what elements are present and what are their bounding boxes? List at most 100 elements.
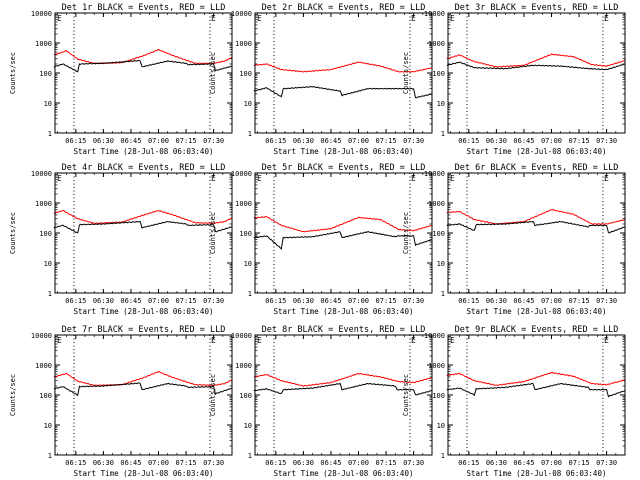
y-tick-label: 100	[39, 392, 52, 400]
y-tick-label: 1	[441, 290, 445, 298]
x-tick-label: 07:30	[203, 297, 224, 305]
x-tick-label: 06:30	[486, 137, 507, 145]
x-axis-label: Start Time (28-Jul-08 06:03:40)	[74, 307, 214, 316]
y-tick-label: 100	[239, 230, 252, 238]
lld-series-line	[53, 370, 233, 387]
y-tick-label: 1000	[35, 362, 52, 370]
y-tick-label: 10000	[31, 332, 52, 340]
plot-frame	[254, 12, 433, 134]
x-tick-label: 06:30	[293, 459, 314, 467]
y-axis-label: Counts/sec	[9, 52, 17, 94]
panel-title: Det 7r BLACK = Events, RED = LLD	[62, 325, 226, 335]
y-tick-label: 10	[437, 100, 445, 108]
events-series-line	[53, 382, 233, 397]
x-tick-label: 07:00	[348, 137, 369, 145]
x-tick-label: 06:30	[293, 137, 314, 145]
plot-frame	[54, 334, 233, 456]
y-tick-label: 1000	[428, 200, 445, 208]
panel-det-4: Det 4r BLACK = Events, RED = LLD Counts/s…	[9, 163, 233, 316]
x-tick-label: 06:45	[320, 137, 341, 145]
lld-series-line	[446, 371, 626, 386]
x-tick-label: 07:30	[596, 459, 617, 467]
x-tick-label: 07:30	[203, 137, 224, 145]
events-series-line	[253, 231, 433, 250]
lld-series-line	[253, 372, 433, 387]
y-tick-label: 10	[44, 260, 52, 268]
marker-label-left: E	[257, 14, 262, 23]
events-series-line	[53, 60, 233, 73]
lld-series-line	[253, 61, 432, 73]
y-tick-label: 100	[432, 392, 445, 400]
marker-label-left: E	[57, 174, 62, 183]
marker-label-right: E	[604, 14, 609, 23]
x-tick-label: 06:15	[458, 297, 479, 305]
x-tick-label: 06:15	[458, 137, 479, 145]
y-tick-label: 1	[441, 130, 445, 138]
y-tick-label: 1000	[35, 200, 52, 208]
marker-label-left: E	[257, 174, 262, 183]
y-tick-label: 1000	[235, 40, 252, 48]
y-axis-label: Counts/sec	[9, 212, 17, 254]
lld-series-line	[446, 53, 626, 68]
x-tick-label: 06:45	[320, 459, 341, 467]
panel-det-7: Det 7r BLACK = Events, RED = LLD Counts/s…	[9, 325, 233, 478]
x-axis-label: Start Time (28-Jul-08 06:03:40)	[274, 469, 414, 478]
x-tick-label: 07:00	[348, 297, 369, 305]
y-axis-label: Counts/sec	[402, 52, 410, 94]
x-tick-label: 07:30	[403, 297, 424, 305]
y-tick-label: 1	[248, 452, 252, 460]
x-tick-label: 06:45	[120, 459, 141, 467]
y-axis-label: Counts/sec	[209, 212, 217, 254]
y-axis-label: Counts/sec	[9, 374, 17, 416]
x-tick-label: 07:15	[569, 297, 590, 305]
marker-label-left: E	[257, 336, 262, 345]
x-tick-label: 07:30	[596, 137, 617, 145]
y-axis-label: Counts/sec	[209, 374, 217, 416]
marker-label-right: E	[211, 336, 216, 345]
y-tick-label: 1	[48, 130, 52, 138]
marker-label-right: E	[604, 336, 609, 345]
y-tick-label: 10	[44, 100, 52, 108]
marker-label-left: E	[450, 336, 455, 345]
y-tick-label: 10000	[31, 10, 52, 18]
panel-title: Det 1r BLACK = Events, RED = LLD	[62, 3, 226, 13]
x-axis-label: Start Time (28-Jul-08 06:03:40)	[467, 147, 607, 156]
y-tick-label: 10	[244, 422, 252, 430]
panel-title: Det 3r BLACK = Events, RED = LLD	[455, 3, 619, 13]
x-tick-label: 06:30	[486, 459, 507, 467]
events-series-line	[53, 220, 233, 234]
y-tick-label: 1	[248, 290, 252, 298]
x-tick-label: 06:30	[486, 297, 507, 305]
y-tick-label: 10	[44, 422, 52, 430]
panel-title: Det 8r BLACK = Events, RED = LLD	[262, 325, 426, 335]
x-tick-label: 07:00	[148, 459, 169, 467]
events-series-line	[446, 382, 626, 398]
x-tick-label: 06:30	[93, 459, 114, 467]
y-axis-label: Counts/sec	[402, 374, 410, 416]
x-tick-label: 07:30	[403, 137, 424, 145]
y-tick-label: 100	[39, 70, 52, 78]
x-axis-label: Start Time (28-Jul-08 06:03:40)	[74, 147, 214, 156]
x-tick-label: 06:15	[65, 459, 86, 467]
x-tick-label: 06:45	[120, 137, 141, 145]
panel-title: Det 6r BLACK = Events, RED = LLD	[455, 163, 619, 173]
lld-series-line	[53, 209, 233, 225]
panel-title: Det 2r BLACK = Events, RED = LLD	[262, 3, 426, 13]
panel-det-6: Det 6r BLACK = Events, RED = LLD Counts/s…	[402, 163, 626, 316]
panel-det-8: Det 8r BLACK = Events, RED = LLD Counts/s…	[209, 325, 433, 478]
x-tick-label: 06:15	[265, 459, 286, 467]
plot-frame	[447, 334, 626, 456]
plot-frame	[54, 172, 233, 294]
panel-title: Det 4r BLACK = Events, RED = LLD	[62, 163, 226, 173]
y-tick-label: 10000	[31, 170, 52, 178]
y-tick-label: 1000	[235, 200, 252, 208]
y-tick-label: 1	[441, 452, 445, 460]
y-tick-label: 1	[248, 130, 252, 138]
y-axis-label: Counts/sec	[402, 212, 410, 254]
y-tick-label: 1000	[428, 362, 445, 370]
y-tick-label: 10	[244, 100, 252, 108]
marker-label-right: E	[604, 174, 609, 183]
x-tick-label: 07:15	[176, 297, 197, 305]
marker-label-left: E	[450, 14, 455, 23]
